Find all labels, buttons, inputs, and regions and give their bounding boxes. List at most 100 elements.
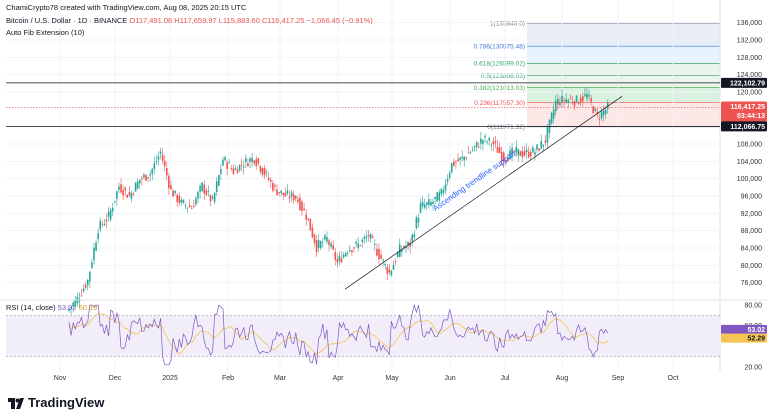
price-axis[interactable]: 136,000 132,000 128,000 124,000 120,000 108,0… [737,20,762,287]
fib-level-label: 0(111971.32) [487,124,525,131]
candle-up [554,100,557,112]
fib-level-label: 0.618(126599.02) [474,61,525,68]
candle-up [459,157,461,160]
candle-down [230,168,233,170]
price-tags: 122,102.79 116,417.25 03:44:13 112,066.75 [721,77,767,132]
candle-up [396,252,399,257]
candle-down [259,166,262,172]
candle-up [421,201,424,207]
candle-up [290,192,293,197]
candle-down [297,199,299,202]
candle-up [525,149,528,153]
candle-up [392,264,395,270]
candle-down [582,96,584,102]
candle-down [559,102,561,106]
candle-down [523,150,526,156]
candle-up [349,249,351,252]
candle-up [326,236,328,242]
time-axis[interactable]: Nov Dec 2025 Feb Mar Apr May Jun Jul Aug Sep Oct [54,375,679,382]
candle-down [563,100,565,101]
candle-down [538,148,540,151]
rsi-ma-value: 50.19 [78,303,98,312]
candle-up [509,150,511,159]
candle-up [324,235,326,240]
rsi-tick-label: 20.00 [744,364,762,371]
candle-up [411,234,414,242]
candle-down [205,190,208,195]
candle-down [172,190,174,197]
rsi-line [68,303,609,366]
fib-level-label: 0.786(130575.48) [474,43,525,50]
candle-up [561,95,563,103]
time-tick-label: Oct [668,375,679,382]
price-tag-label: 122,102.79 [730,80,765,87]
candle-up [242,166,245,168]
candle-up [130,192,133,199]
candle-up [93,247,95,261]
candle-up [82,288,85,292]
candle-down [371,236,374,238]
time-tick-label: Mar [274,375,287,382]
candle-down [309,218,312,231]
candle-down [334,251,337,260]
candle-up [97,233,99,240]
indicator-legend[interactable]: Auto Fib Extension (10) [6,28,85,37]
candle-down [284,193,287,197]
candle-down [378,248,380,260]
candle-down [478,146,480,148]
candle-down [496,146,499,153]
candle-down [272,182,274,191]
candle-down [170,185,172,190]
time-tick-label: Dec [109,375,122,382]
candle-up [103,223,106,226]
rsi-value: 53.02 [57,303,77,312]
rsi-band [6,315,720,357]
candle-up [565,99,567,103]
candle-up [361,239,364,243]
candle-up [434,196,436,199]
tradingview-logo[interactable]: TradingView [8,395,104,410]
candle-up [542,144,545,147]
time-tick-label: Apr [333,375,345,382]
candle-up [199,185,201,192]
fib-level-label: 0.382(121013.03) [474,85,525,92]
candle-down [388,269,391,273]
candle-down [315,240,318,253]
horizontal-levels[interactable] [6,82,720,127]
candle-up [180,199,183,203]
candle-up [488,137,490,141]
candle-up [134,182,137,192]
price-tick-label: 100,000 [737,176,762,183]
candle-down [278,192,280,194]
candle-up [207,190,210,192]
candle-up [211,196,214,199]
time-tick-label: Sep [612,375,625,382]
candle-up [159,151,162,154]
candle-down [120,184,122,193]
candle-down [255,159,258,166]
fib-level-label: 0.5(123806.03) [481,73,525,80]
time-tick-label: May [385,375,399,382]
candle-down [573,101,576,107]
candle-up [99,220,102,230]
candle-up [249,158,251,162]
candle-up [606,102,609,109]
symbol-title[interactable]: Bitcoin / U.S. Dollar · 1D · BINANCE [6,16,128,25]
candle-up [407,241,409,246]
candle-down [332,245,334,250]
candle-up [319,241,322,249]
price-tag-label: 116,417.25 [730,104,765,111]
rsi-legend[interactable]: RSI (14, close) 53.02 50.19 [6,303,97,312]
candle-up [365,236,368,238]
fib-zone [527,63,720,76]
candle-up [428,199,430,206]
candle-up [440,188,443,195]
candle-down [253,160,255,164]
candle-up [575,95,578,103]
candle-down [203,184,206,194]
candle-up [201,182,203,191]
candle-down [500,152,503,162]
candle-up [330,243,332,247]
